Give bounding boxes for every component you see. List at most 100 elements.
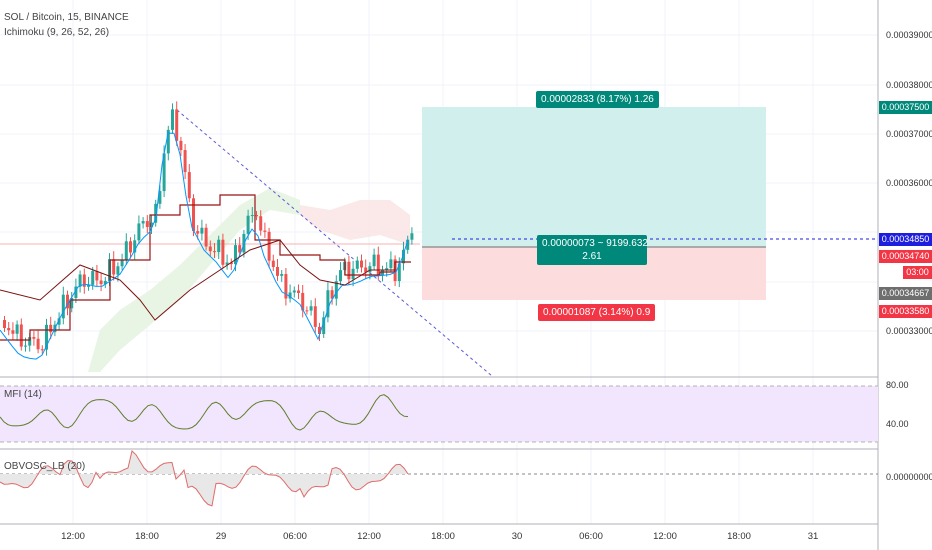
mfi-legend[interactable]: MFI (14): [4, 389, 42, 400]
candle-body: [259, 216, 263, 231]
candle-body: [150, 222, 153, 227]
time-axis-label: 12:00: [61, 531, 85, 542]
stop-stats-label[interactable]: 0.00001087 (3.14%) 0.9: [538, 304, 656, 321]
time-axis-label: 31: [807, 531, 819, 542]
time-axis-label: 18:00: [135, 531, 159, 542]
candle-body: [213, 251, 216, 253]
candle-body: [238, 245, 242, 253]
time-axis-label: 06:00: [283, 531, 307, 542]
candle-body: [82, 274, 86, 287]
candle-body: [280, 274, 284, 276]
candle-body: [225, 262, 229, 265]
candle-body: [208, 246, 212, 252]
candle-body: [40, 349, 44, 351]
obv-legend[interactable]: OBVOSC_LB (20): [4, 461, 86, 472]
candle-body: [103, 280, 107, 285]
candle-body: [402, 249, 405, 264]
candle-body: [166, 129, 170, 154]
price-axis-label: 0.00037000: [886, 129, 932, 139]
candle-body: [171, 109, 174, 130]
candle-body: [326, 290, 330, 318]
candle-body: [385, 268, 389, 270]
time-axis-label: 30: [511, 531, 523, 542]
candle-body: [24, 345, 27, 347]
trend-line: [176, 109, 493, 377]
candle-body: [360, 260, 363, 268]
candle-body: [183, 150, 187, 173]
time-axis-label: 12:00: [357, 531, 381, 542]
time-axis-label: 12:00: [653, 531, 677, 542]
candle-body: [372, 254, 376, 267]
candle-body: [313, 306, 317, 327]
obv-axis-zero: 0.00000000: [886, 472, 932, 482]
symbol-title: SOL / Bitcoin, 15, BINANCE: [4, 12, 129, 23]
candle-body: [250, 215, 254, 217]
candle-body: [45, 324, 48, 350]
candle-body: [95, 270, 99, 281]
candle-body: [221, 239, 225, 265]
candle-body: [15, 324, 19, 334]
last-price-tag: 0.00034740: [879, 250, 932, 263]
profit-zone: [422, 107, 766, 247]
candle-body: [32, 337, 36, 339]
candle-body: [368, 266, 372, 273]
candle-body: [19, 324, 23, 347]
price-axis-label: 0.00039000: [886, 30, 932, 40]
candle-body: [66, 294, 69, 309]
candle-body: [217, 239, 221, 253]
candle-body: [406, 239, 410, 250]
position-stats-line-1: 0.00000073 ~ 9199.632: [542, 238, 648, 249]
mfi-line: [0, 394, 409, 431]
candle-body: [120, 259, 124, 267]
candle-body: [297, 290, 300, 293]
candle-body: [99, 280, 103, 285]
mfi-axis-lower: 40.00: [886, 419, 909, 429]
candle-body: [330, 290, 334, 299]
stop-price-tag: 0.00033580: [879, 305, 932, 318]
candle-body: [229, 262, 233, 265]
candle-body: [389, 259, 393, 269]
candle-body: [145, 221, 149, 227]
obv-line: [0, 450, 409, 507]
entry-price-tag: 0.00034667: [879, 287, 932, 300]
position-stats-label[interactable]: 0.00000073 ~ 9199.632 2.61: [537, 235, 648, 265]
candle-body: [187, 172, 191, 199]
time-axis-label: 18:00: [431, 531, 455, 542]
candle-body: [141, 221, 145, 224]
candle-body: [200, 227, 204, 234]
candle-body: [112, 259, 116, 275]
candle-body: [70, 297, 74, 309]
time-axis-label: 06:00: [579, 531, 603, 542]
candle-body: [179, 140, 183, 151]
candle-body: [292, 290, 296, 293]
time-axis-label: 18:00: [727, 531, 751, 542]
obv-area: [0, 451, 411, 506]
ichimoku-legend[interactable]: Ichimoku (9, 26, 52, 26): [4, 27, 110, 38]
mfi-axis-upper: 80.00: [886, 380, 909, 390]
price-axis-label: 0.00033000: [886, 326, 932, 336]
candle-body: [137, 223, 141, 241]
candle-body: [347, 261, 351, 280]
lagging-span-line: [0, 239, 395, 321]
candle-body: [192, 198, 195, 232]
candle-body: [116, 266, 120, 275]
kumo-cloud-green: [88, 188, 300, 372]
candle-body: [49, 324, 53, 333]
candle-body: [364, 267, 368, 273]
time-axis-label: 29: [215, 531, 227, 542]
candle-body: [288, 292, 292, 299]
candle-body: [28, 337, 32, 346]
candle-body: [162, 153, 166, 192]
candle-body: [154, 203, 158, 223]
candle-body: [355, 260, 359, 269]
candle-body: [204, 227, 208, 247]
candle-body: [376, 254, 380, 276]
candle-body: [196, 231, 200, 234]
target-stats-label[interactable]: 0.00002833 (8.17%) 1.26: [536, 91, 659, 108]
candle-body: [263, 230, 267, 232]
kumo-cloud-red: [300, 200, 410, 245]
mfi-band: [0, 386, 878, 442]
candle-body: [175, 109, 179, 141]
